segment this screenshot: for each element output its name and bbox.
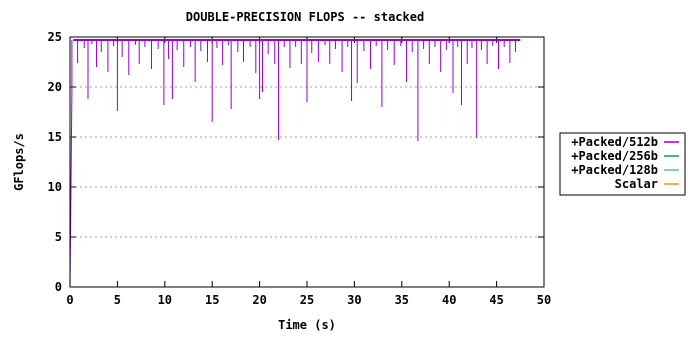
legend-label: Scalar — [615, 177, 658, 191]
x-axis-label: Time (s) — [278, 318, 336, 332]
series-lines — [69, 39, 521, 288]
x-tick-label: 5 — [114, 293, 121, 307]
legend-label: +Packed/256b — [571, 149, 658, 163]
x-tick-label: 45 — [489, 293, 503, 307]
grid — [70, 86, 544, 238]
x-tick-label: 35 — [395, 293, 409, 307]
x-tick-label: 30 — [347, 293, 361, 307]
y-tick-label: 10 — [48, 180, 62, 194]
legend-label: +Packed/512b — [571, 135, 658, 149]
x-tick-label: 25 — [300, 293, 314, 307]
chart-title: DOUBLE-PRECISION FLOPS -- stacked — [186, 10, 424, 24]
legend: +Packed/512b+Packed/256b+Packed/128bScal… — [559, 132, 686, 196]
x-tick-label: 50 — [537, 293, 551, 307]
y-tick-label: 20 — [48, 80, 62, 94]
x-tick-label: 15 — [205, 293, 219, 307]
legend-label: +Packed/128b — [571, 163, 658, 177]
y-tick-label: 15 — [48, 130, 62, 144]
plot-frame — [69, 36, 545, 288]
y-axis-label: GFlops/s — [12, 133, 26, 191]
x-tick-label: 20 — [252, 293, 266, 307]
x-tick-label: 40 — [442, 293, 456, 307]
axis-ticks: 0 5 10 15 20 25 0 5 10 15 20 25 30 35 40 45 50 — [48, 30, 552, 307]
y-tick-label: 25 — [48, 30, 62, 44]
x-tick-label: 0 — [66, 293, 73, 307]
x-tick-label: 10 — [158, 293, 172, 307]
y-tick-label: 5 — [55, 230, 62, 244]
y-tick-label: 0 — [55, 280, 62, 294]
